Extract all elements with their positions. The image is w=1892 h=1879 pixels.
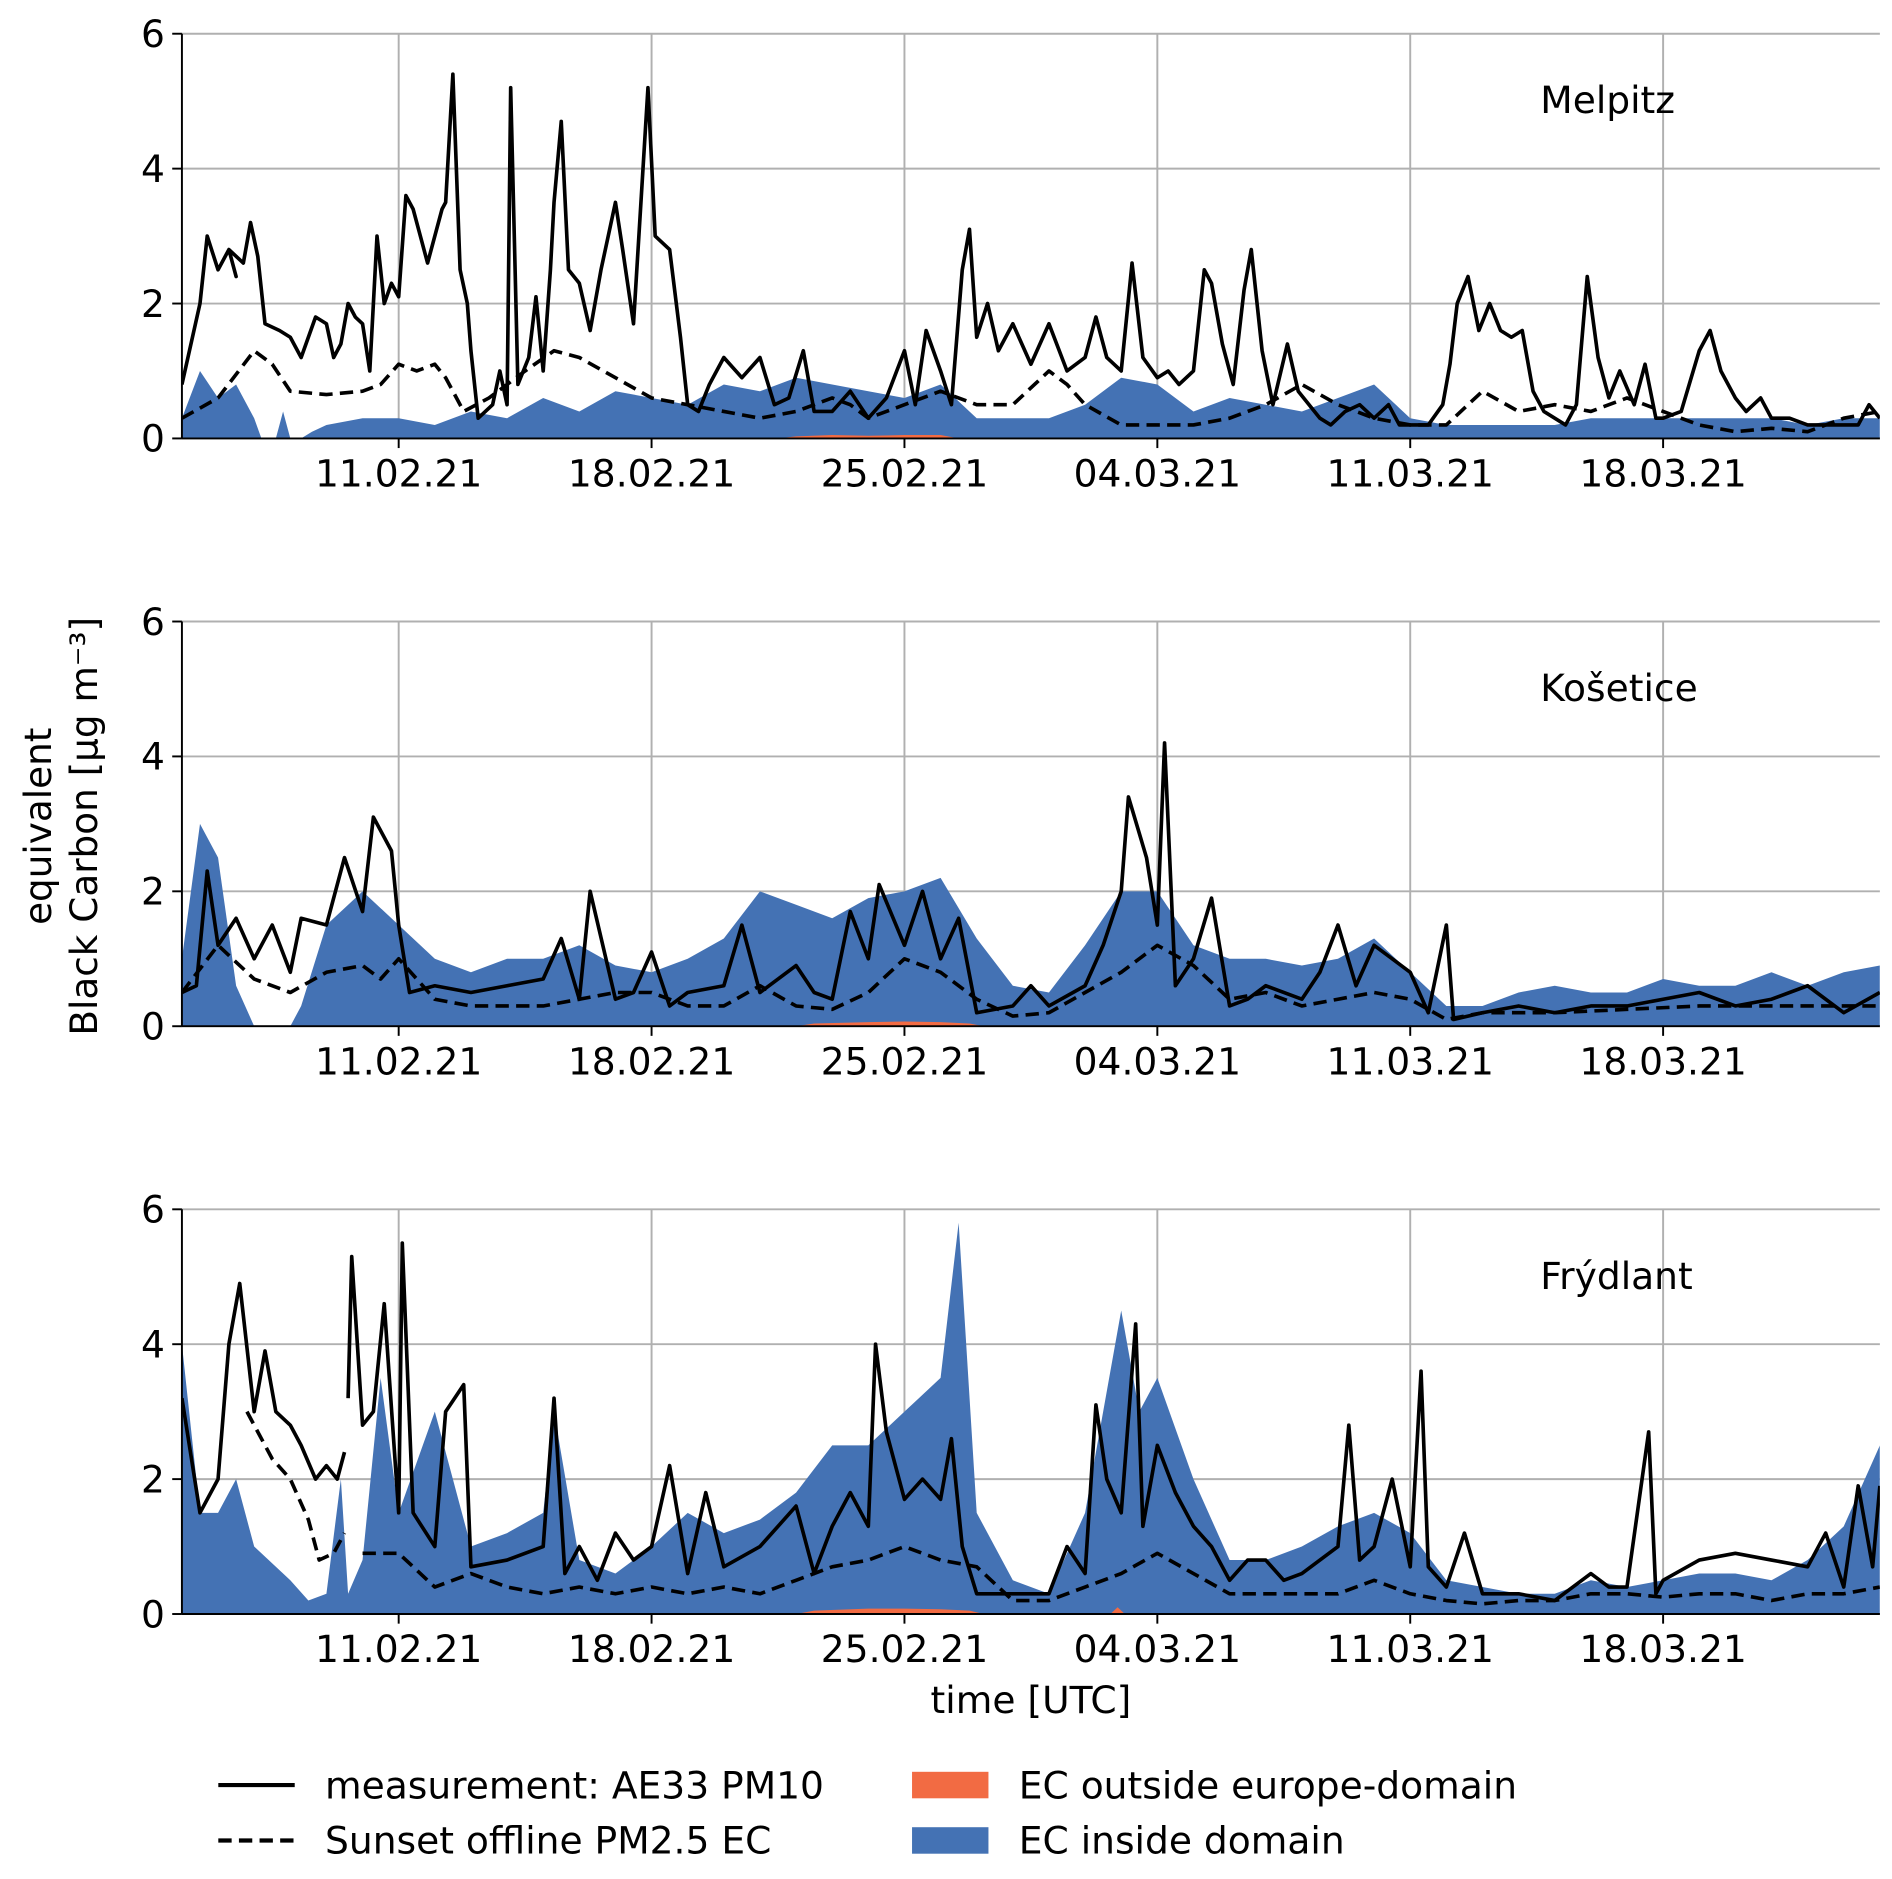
y-tick-label: 4 xyxy=(141,735,165,779)
line-sunset-pm25-ec xyxy=(181,348,1880,434)
legend-orange-patch-icon xyxy=(912,1771,989,1799)
y-tick-label: 4 xyxy=(141,147,165,191)
area-ec-inside-domain xyxy=(181,823,1880,1027)
line-sunset-pm25-ec xyxy=(245,1410,1880,1606)
y-tick-label: 2 xyxy=(141,282,165,326)
x-tick-label: 18.03.21 xyxy=(1579,1040,1746,1084)
y-tick-label: 2 xyxy=(141,870,165,914)
y-tick-label: 4 xyxy=(141,1323,165,1367)
x-tick-label: 18.02.21 xyxy=(568,452,735,496)
station-label: Košetice xyxy=(1540,666,1697,710)
x-axis-label: time [UTC] xyxy=(931,1678,1132,1722)
y-axis-label-line2: Black Carbon [µg m⁻³] xyxy=(62,617,106,1036)
station-label: Frýdlant xyxy=(1540,1254,1692,1298)
y-axis-label: equivalentBlack Carbon [µg m⁻³] xyxy=(16,617,106,1036)
legend-blue-patch-icon xyxy=(912,1827,989,1854)
x-tick-label: 04.03.21 xyxy=(1074,1040,1241,1084)
panel-2: 0 2 4 6 11.02.21 18.02.21 25.02.21 04.03.21 11.0… xyxy=(141,1188,1880,1671)
legend: measurement: AE33 PM10 Sunset offline PM2… xyxy=(218,1763,1517,1863)
line-ae33-measurement xyxy=(181,72,1880,427)
x-tick-label: 18.02.21 xyxy=(568,1627,735,1671)
legend-label: measurement: AE33 PM10 xyxy=(325,1763,824,1807)
legend-label: Sunset offline PM2.5 EC xyxy=(325,1819,771,1863)
x-tick-label: 11.02.21 xyxy=(315,1040,482,1084)
y-tick-label: 0 xyxy=(141,1592,165,1636)
line-ae33-measurement xyxy=(181,1241,1880,1603)
x-tick-label: 25.02.21 xyxy=(821,1040,988,1084)
area-ec-outside-domain xyxy=(796,1021,984,1027)
line-ae33-measurement xyxy=(181,741,1880,1022)
y-tick-label: 2 xyxy=(141,1457,165,1501)
legend-label: EC inside domain xyxy=(1019,1819,1345,1863)
x-tick-label: 18.03.21 xyxy=(1579,452,1746,496)
panel-0: 0 2 4 6 11.02.21 18.02.21 25.02.21 04.03.21 11.0… xyxy=(141,12,1880,496)
y-tick-label: 0 xyxy=(141,1005,165,1049)
x-tick-label: 11.02.21 xyxy=(315,452,482,496)
x-tick-label: 18.02.21 xyxy=(568,1040,735,1084)
area-ec-outside-domain xyxy=(796,1607,1125,1615)
x-tick-label: 18.03.21 xyxy=(1579,1627,1746,1671)
y-axis-label-line1: equivalent xyxy=(16,728,60,925)
x-tick-label: 04.03.21 xyxy=(1074,452,1241,496)
x-tick-label: 04.03.21 xyxy=(1074,1627,1241,1671)
x-tick-label: 11.03.21 xyxy=(1327,1040,1494,1084)
x-tick-label: 25.02.21 xyxy=(821,1627,988,1671)
y-tick-label: 0 xyxy=(141,417,165,461)
area-ec-inside-domain xyxy=(181,370,1880,439)
y-tick-label: 6 xyxy=(141,12,165,56)
x-tick-label: 25.02.21 xyxy=(821,452,988,496)
x-tick-label: 11.03.21 xyxy=(1327,1627,1494,1671)
legend-label: EC outside europe-domain xyxy=(1019,1763,1517,1807)
x-tick-label: 11.02.21 xyxy=(315,1627,482,1671)
y-tick-label: 6 xyxy=(141,1188,165,1232)
x-tick-label: 11.03.21 xyxy=(1327,452,1494,496)
area-ec-inside-domain xyxy=(181,1222,1880,1615)
y-tick-label: 6 xyxy=(141,600,165,644)
station-label: Melpitz xyxy=(1540,78,1675,122)
panel-1: 0 2 4 6 11.02.21 18.02.21 25.02.21 04.03.21 11.0… xyxy=(141,600,1880,1083)
